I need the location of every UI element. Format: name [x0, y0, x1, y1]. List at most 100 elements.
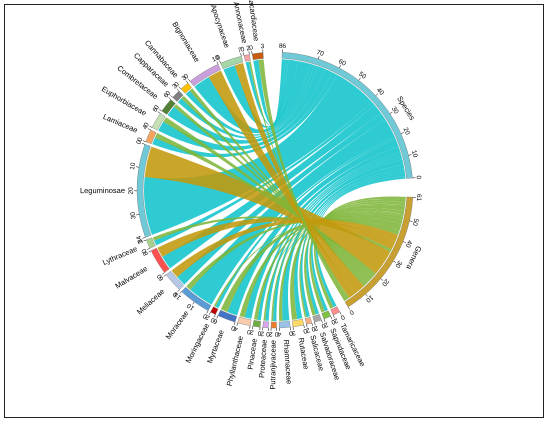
family-tick-label: 6: [157, 274, 165, 281]
genera-tick-label: 61: [415, 194, 422, 202]
family-tick-mark: [213, 314, 216, 318]
family-arc-anacardiaceae: [251, 52, 264, 61]
ribbon-genera-lamiaceae: [154, 132, 376, 277]
family-tick-label: 2: [313, 324, 319, 332]
ribbon-species-apocynaceae: [223, 59, 298, 128]
family-tick-label: 10: [211, 54, 221, 64]
ribbon-genera-moraceae: [186, 218, 400, 290]
family-arc-capparaceae: [172, 90, 184, 102]
family-label-annonaceae: Annonaceae: [232, 1, 249, 44]
family-label-leguminosae: Leguminosae: [80, 186, 125, 195]
family-tick-mark: [192, 301, 195, 305]
species-tick-label: 70: [316, 49, 325, 58]
family-tick-mark: [233, 322, 236, 326]
family-tick-mark: [206, 310, 209, 314]
ribbon-genera-pinaceae: [253, 212, 404, 320]
family-tick-label: 3: [291, 329, 296, 336]
family-tick-mark: [321, 319, 323, 323]
family-tick-label: 0: [172, 290, 180, 298]
family-tick-mark: [185, 80, 189, 84]
family-tick-label: 6: [212, 317, 219, 325]
ribbon-species-annonaceae: [245, 59, 289, 126]
arcs-layer: [136, 51, 414, 329]
family-label-rhamnaceae: Rhamnaceae: [282, 339, 294, 384]
genera-tick-label: 50: [411, 218, 420, 227]
ribbon-genera-leguminosae: [144, 146, 391, 274]
ribbons-layer: [144, 59, 406, 321]
species-tick-label: 0: [415, 175, 422, 180]
species-tick-mark: [400, 132, 404, 134]
family-tick-mark: [306, 324, 308, 328]
genera-tick-label: 0: [347, 308, 354, 316]
genera-tick-mark: [402, 241, 406, 243]
family-arc-moringaceae: [210, 306, 219, 315]
family-arc-meliaceae: [165, 270, 184, 290]
family-arc-myrtaceae: [217, 309, 238, 323]
family-tick-mark: [303, 324, 305, 328]
family-arc-lythraceae: [146, 237, 156, 249]
family-tick-mark: [147, 248, 151, 250]
species-tick-mark: [389, 111, 393, 114]
ribbon-genera-cannabaceae: [189, 88, 367, 287]
species-tick-label: 50: [357, 71, 367, 81]
family-tick-mark: [330, 316, 333, 320]
species-tick-label: 86: [279, 43, 287, 50]
family-tick-mark: [323, 318, 326, 322]
family-tick-label: 0: [246, 328, 251, 336]
family-tick-mark: [149, 125, 153, 128]
family-tick-mark: [188, 78, 191, 82]
family-tick-label: 0: [302, 327, 307, 335]
ribbon-genera-meliaceae: [171, 218, 399, 278]
species-tick-label: 60: [337, 58, 347, 68]
family-label-pinaceae: Pinaceae: [246, 338, 259, 370]
family-tick-label: 7: [237, 47, 243, 55]
family-tick-mark: [170, 95, 173, 98]
family-tick-mark: [148, 250, 152, 253]
family-tick-mark: [179, 291, 182, 294]
family-tick-label: 0: [274, 330, 278, 337]
family-tick-label: 3: [171, 83, 179, 91]
species-tick-label: 20: [402, 127, 411, 137]
species-tick-mark: [375, 93, 379, 96]
family-arc-bignoniaceae: [189, 64, 221, 87]
family-label-putranjivaceae: Putranjivaceae: [268, 340, 277, 390]
family-tick-label: 0: [257, 329, 262, 336]
family-tick-mark: [147, 128, 151, 131]
family-arc-sapindaceae: [321, 310, 331, 320]
family-tick-label: 0: [209, 316, 216, 324]
family-arc-annonaceae: [243, 54, 251, 62]
family-label-moraceae: Moraceae: [164, 309, 191, 341]
family-tick-label: 4: [142, 124, 150, 131]
family-tick-mark: [159, 109, 162, 112]
family-tick-mark: [216, 61, 219, 65]
family-tick-mark: [236, 322, 238, 326]
family-tick-mark: [248, 51, 250, 55]
family-tick-label: 0: [339, 313, 346, 321]
family-tick-label: 10: [129, 162, 137, 171]
family-tick-mark: [208, 311, 211, 315]
ribbon-species-moraceae: [190, 119, 395, 305]
family-tick-mark: [311, 322, 313, 326]
family-tick-label: 30: [129, 211, 137, 220]
ribbon-species-combretaceae: [167, 66, 326, 144]
family-tick-mark: [142, 140, 146, 142]
family-arc-phyllanthaceae: [237, 316, 252, 326]
species-tick-label: 10: [410, 150, 419, 159]
genera-tick-mark: [409, 220, 413, 222]
family-arc-euphorbiaceae: [151, 113, 166, 131]
family-tick-label: 6: [163, 92, 171, 100]
species-tick-label: 30: [390, 105, 400, 115]
family-tick-label: 0: [135, 139, 143, 145]
family-tick-label: 20: [128, 187, 135, 195]
family-tick-label: 2: [249, 328, 254, 336]
ribbon-species-proteaceae: [265, 154, 402, 321]
family-tick-mark: [240, 53, 242, 57]
family-tick-mark: [141, 143, 145, 145]
family-arc-apocynaceae: [220, 55, 244, 69]
family-tick-label: 0: [143, 121, 151, 128]
genera-tick-mark: [347, 306, 350, 310]
family-tick-label: 0: [136, 136, 144, 142]
species-tick-mark: [408, 154, 412, 156]
family-tick-label: 0: [141, 247, 149, 254]
family-label-lythraceae: Lythraceae: [101, 244, 138, 267]
